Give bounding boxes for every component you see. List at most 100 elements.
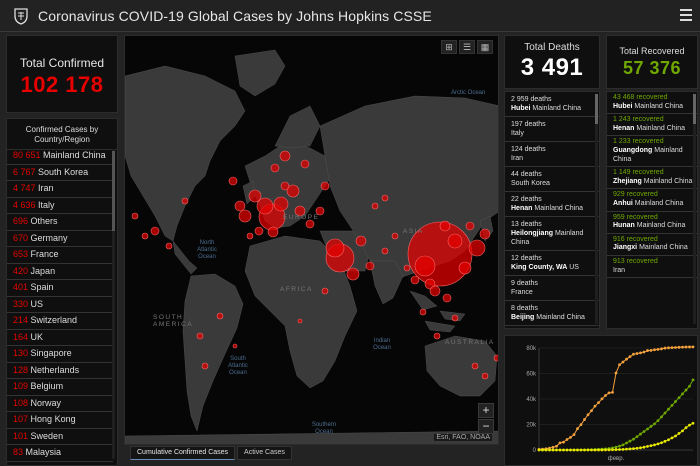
case-bubble[interactable] (234, 200, 246, 212)
case-bubble[interactable] (270, 163, 280, 173)
case-bubble[interactable] (493, 354, 499, 362)
death-item[interactable]: 12 deaths King County, WA US (505, 251, 599, 276)
series-point-1[interactable] (653, 422, 656, 426)
death-item[interactable]: 7 deathsGuangdong Mainland (505, 326, 599, 328)
country-list-item[interactable]: 330 US (7, 297, 113, 313)
series-point-0[interactable] (691, 345, 695, 349)
death-item[interactable]: 13 deaths Heilongjiang Mainland China (505, 217, 599, 251)
series-point-0[interactable] (653, 348, 656, 352)
case-bubble[interactable] (381, 194, 389, 202)
series-point-0[interactable] (621, 360, 625, 364)
series-point-0[interactable] (670, 346, 674, 350)
recovered-item[interactable]: 929 recovered Anhui Mainland China (607, 189, 697, 212)
tab-cumulative-confirmed[interactable]: Cumulative Confirmed Cases (130, 446, 236, 460)
series-point-0[interactable] (551, 445, 555, 449)
series-point-0[interactable] (600, 397, 604, 401)
series-point-0[interactable] (649, 348, 653, 352)
case-bubble[interactable] (465, 221, 475, 231)
series-point-0[interactable] (639, 351, 642, 355)
country-list-item[interactable]: 128 Netherlands (7, 363, 113, 379)
series-point-1[interactable] (625, 441, 628, 445)
series-point-2[interactable] (670, 436, 674, 440)
case-bubble[interactable] (355, 235, 367, 247)
series-point-2[interactable] (569, 448, 572, 452)
series-point-1[interactable] (632, 437, 635, 441)
case-bubble[interactable] (181, 197, 189, 205)
series-point-2[interactable] (628, 447, 632, 451)
series-point-0[interactable] (569, 435, 572, 439)
country-list-item[interactable]: 6 767 South Korea (7, 165, 113, 181)
series-point-2[interactable] (576, 448, 579, 452)
death-item[interactable]: 8 deaths Beijing Mainland China (505, 301, 599, 326)
case-bubble[interactable] (346, 267, 360, 281)
case-bubble[interactable] (232, 343, 238, 349)
series-point-1[interactable] (656, 419, 660, 423)
series-point-2[interactable] (660, 441, 663, 445)
country-list-item[interactable]: 420 Japan (7, 264, 113, 280)
series-point-1[interactable] (628, 439, 632, 443)
case-bubble[interactable] (471, 362, 479, 370)
death-item[interactable]: 9 deaths France (505, 276, 599, 301)
series-point-1[interactable] (677, 396, 681, 400)
country-list-item[interactable]: 653 France (7, 247, 113, 264)
case-bubble[interactable] (365, 261, 375, 271)
case-bubble[interactable] (279, 150, 291, 162)
recovered-item[interactable]: 1 243 recovered Henan Mainland China (607, 114, 697, 137)
series-point-0[interactable] (660, 347, 663, 351)
case-bubble[interactable] (238, 209, 252, 223)
case-bubble[interactable] (433, 332, 441, 340)
series-point-0[interactable] (656, 347, 660, 351)
case-bubble[interactable] (447, 233, 463, 249)
death-item[interactable]: 2 959 deaths Hubei Mainland China (505, 92, 599, 117)
series-point-2[interactable] (649, 444, 653, 448)
case-bubble[interactable] (273, 196, 289, 212)
case-bubble[interactable] (300, 159, 310, 169)
series-point-0[interactable] (593, 404, 597, 408)
series-point-0[interactable] (558, 441, 562, 445)
series-point-1[interactable] (642, 430, 646, 433)
country-list-item[interactable]: 80 651 Mainland China (7, 148, 113, 165)
country-list-item[interactable]: 696 Others (7, 214, 113, 231)
series-point-0[interactable] (632, 352, 635, 356)
series-point-2[interactable] (653, 443, 656, 447)
series-point-2[interactable] (646, 445, 649, 448)
series-point-2[interactable] (562, 448, 565, 452)
country-list-item[interactable]: 401 Spain (7, 280, 113, 297)
case-bubble[interactable] (150, 226, 160, 236)
series-point-2[interactable] (604, 448, 607, 452)
case-bubble[interactable] (320, 181, 330, 191)
case-bubble[interactable] (481, 372, 489, 380)
country-list-item[interactable]: 107 Hong Kong (7, 412, 113, 429)
series-point-2[interactable] (639, 446, 642, 450)
recovered-item[interactable]: 959 recovered Hunan Mainland China (607, 212, 697, 234)
series-point-0[interactable] (583, 418, 586, 421)
series-point-0[interactable] (688, 345, 691, 349)
series-point-0[interactable] (604, 394, 607, 397)
series-point-0[interactable] (579, 423, 583, 427)
country-list-scrollbar[interactable] (112, 149, 115, 459)
zoom-out-button[interactable]: − (478, 419, 494, 434)
series-point-2[interactable] (632, 447, 635, 450)
recovered-item[interactable]: 913 recovered Iran (607, 256, 697, 279)
case-bubble[interactable] (391, 232, 399, 240)
country-list-item[interactable]: 101 Sweden (7, 429, 113, 445)
case-bubble[interactable] (403, 264, 411, 272)
case-bubble[interactable] (442, 293, 452, 303)
series-point-2[interactable] (681, 429, 684, 433)
series-point-2[interactable] (597, 448, 600, 452)
series-point-0[interactable] (642, 350, 646, 354)
case-bubble[interactable] (325, 238, 345, 258)
series-point-0[interactable] (618, 363, 621, 367)
series-point-0[interactable] (597, 401, 600, 405)
series-point-0[interactable] (607, 391, 611, 395)
death-item[interactable]: 44 deaths South Korea (505, 167, 599, 192)
series-point-1[interactable] (681, 392, 684, 396)
case-bubble[interactable] (256, 197, 274, 215)
series-point-1[interactable] (674, 400, 677, 403)
death-item[interactable]: 124 deaths Iran (505, 142, 599, 167)
series-point-2[interactable] (691, 421, 695, 425)
case-bubble[interactable] (228, 176, 238, 186)
series-point-1[interactable] (667, 407, 670, 411)
case-bubble[interactable] (315, 206, 325, 216)
series-point-0[interactable] (663, 346, 667, 350)
